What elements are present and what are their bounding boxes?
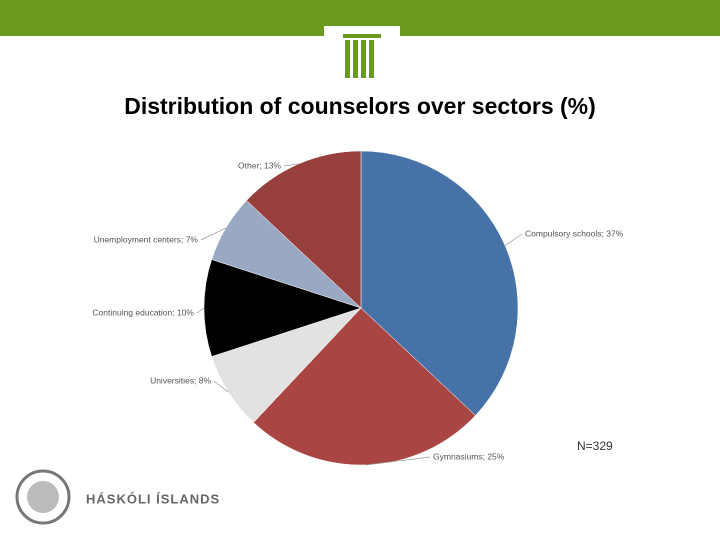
university-seal bbox=[15, 469, 71, 525]
leader-line bbox=[200, 227, 227, 241]
data-label: Compulsory schools; 37% bbox=[525, 228, 624, 238]
leader-line bbox=[213, 380, 229, 393]
leader-line bbox=[196, 307, 205, 314]
data-label: Unemployment centers; 7% bbox=[94, 234, 199, 244]
data-label: Other; 13% bbox=[238, 160, 281, 170]
leader-line bbox=[504, 233, 523, 246]
leader-line bbox=[365, 456, 431, 466]
data-label: Continuing education; 10% bbox=[92, 307, 194, 317]
pie-slice bbox=[253, 307, 476, 466]
data-label: Gymnasiums; 25% bbox=[433, 451, 505, 461]
pie-slice bbox=[246, 150, 362, 309]
chart-title: Distribution of counselors over sectors … bbox=[124, 93, 596, 119]
logo-text: HÁSKÓLI ÍSLANDS bbox=[86, 491, 220, 506]
data-label: Universities; 8% bbox=[150, 375, 211, 385]
pie-slice bbox=[360, 150, 519, 416]
leader-line bbox=[283, 163, 299, 167]
logo bbox=[324, 26, 400, 81]
annotation: N=329 bbox=[577, 439, 613, 453]
